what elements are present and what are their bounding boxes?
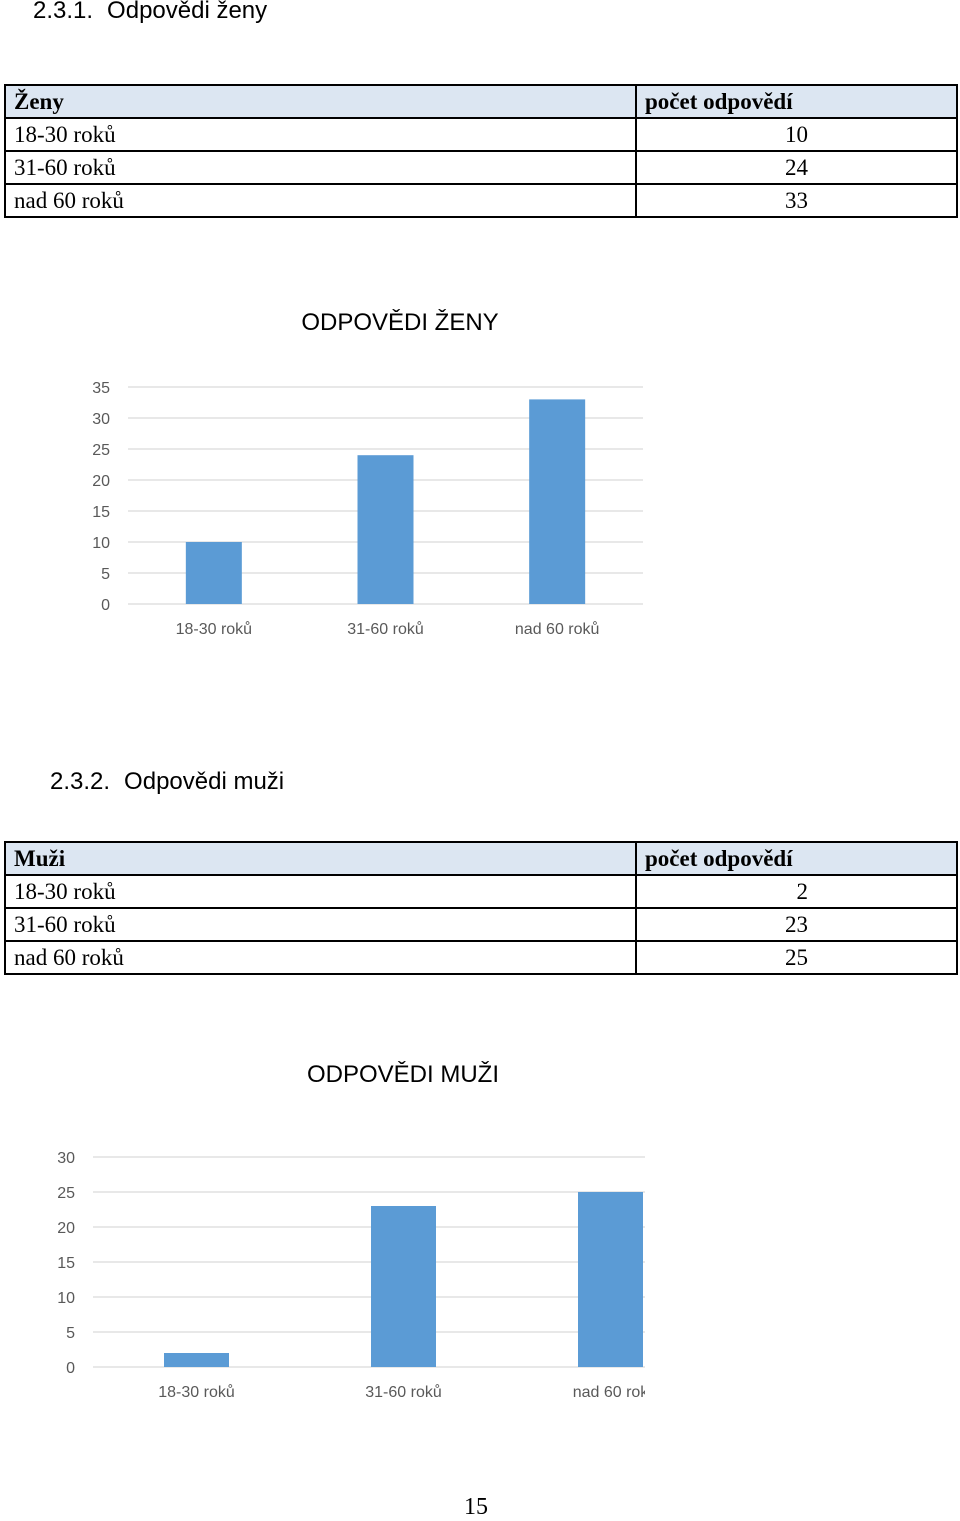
y-tick-label: 20 [92,473,110,490]
cell-group: nad 60 roků [4,183,637,218]
chart-title: ODPOVĚDI MUŽI [307,1061,499,1088]
y-tick-label: 15 [57,1255,75,1272]
table-row: 31-60 roků 23 [4,907,958,942]
men-responses-table: Muži počet odpovědí 18-30 roků 2 31-60 r… [4,841,958,975]
header-cell-count: počet odpovědí [635,84,958,119]
table-row: 18-30 roků 2 [4,874,958,909]
y-tick-label: 25 [92,442,110,459]
cell-group: 18-30 roků [4,117,637,152]
x-category-label: 31-60 roků [347,620,424,638]
chart-title: ODPOVĚDI ŽENY [301,309,498,336]
y-tick-label: 5 [66,1325,75,1342]
x-category-label: 31-60 roků [365,1383,442,1401]
y-tick-label: 0 [66,1360,75,1377]
cell-group: 18-30 roků [4,874,637,909]
y-tick-label: 10 [57,1290,75,1307]
y-tick-label: 15 [92,504,110,521]
header-cell-count: počet odpovědí [635,841,958,876]
section-number: 2.3.1. [33,0,94,24]
bar [357,455,414,604]
y-tick-label: 30 [92,411,110,428]
table-row: 18-30 roků 10 [4,117,958,152]
cell-count: 23 [635,907,958,942]
x-category-label: 18-30 roků [176,620,253,638]
bar [371,1206,436,1367]
table-row: nad 60 roků 25 [4,940,958,975]
table-header-row: Muži počet odpovědí [4,841,958,876]
y-tick-label: 20 [57,1220,75,1237]
men-bar-chart: ODPOVĚDI MUŽI 0 5 10 15 20 25 30 18-30 roků 31-60… [57,1061,645,1401]
table-row: 31-60 roků 24 [4,150,958,185]
header-cell-group: Muži [4,841,637,876]
cell-group: nad 60 roků [4,940,637,975]
women-bar-chart: ODPOVĚDI ŽENY 0 5 10 15 20 25 30 35 18-30 roků 31-… [92,309,643,638]
bar [529,399,586,604]
table-row: nad 60 roků 33 [4,183,958,218]
bar [578,1192,643,1367]
cell-count: 2 [635,874,958,909]
header-cell-group: Ženy [4,84,637,119]
x-category-label: nad 60 rok [573,1384,645,1401]
bar [164,1353,229,1367]
y-tick-label: 10 [92,535,110,552]
y-tick-label: 30 [57,1150,75,1167]
x-category-label: nad 60 roků [515,620,600,638]
cell-count: 33 [635,183,958,218]
section-heading-men: 2.3.2. Odpovědi muži [50,768,284,796]
y-tick-label: 0 [101,597,110,614]
section-heading-women: 2.3.1. Odpovědi ženy [33,0,267,25]
section-number: 2.3.2. [50,768,111,795]
cell-group: 31-60 roků [4,907,637,942]
cell-group: 31-60 roků [4,150,637,185]
section-title: Odpovědi ženy [107,0,268,24]
cell-count: 25 [635,940,958,975]
page-number: 15 [464,1494,488,1520]
y-tick-label: 5 [101,566,110,583]
cell-count: 24 [635,150,958,185]
section-title: Odpovědi muži [124,768,285,795]
bar [185,542,242,604]
y-tick-label: 25 [57,1185,75,1202]
y-tick-label: 35 [92,380,110,397]
women-responses-table: Ženy počet odpovědí 18-30 roků 10 31-60 … [4,84,958,218]
table-header-row: Ženy počet odpovědí [4,84,958,119]
cell-count: 10 [635,117,958,152]
x-category-label: 18-30 roků [158,1383,235,1401]
